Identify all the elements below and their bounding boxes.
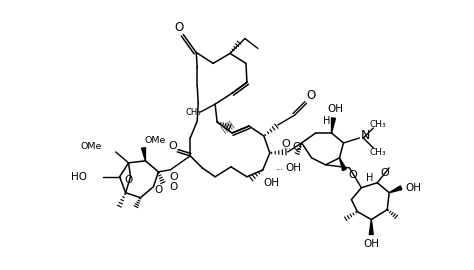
Text: CH₃: CH₃ bbox=[370, 148, 387, 157]
Text: O: O bbox=[282, 139, 290, 149]
Text: OH: OH bbox=[264, 178, 280, 188]
Text: |||||: ||||| bbox=[220, 120, 236, 134]
Text: OH: OH bbox=[328, 104, 344, 114]
Text: H: H bbox=[323, 116, 330, 126]
Text: O: O bbox=[348, 170, 357, 180]
Text: OH: OH bbox=[405, 183, 421, 193]
Polygon shape bbox=[142, 148, 146, 161]
Text: ...: ... bbox=[275, 163, 283, 172]
Text: N: N bbox=[361, 130, 370, 143]
Text: OMe: OMe bbox=[145, 136, 166, 146]
Text: O: O bbox=[306, 89, 315, 102]
Text: O: O bbox=[175, 21, 184, 34]
Polygon shape bbox=[369, 220, 374, 234]
Polygon shape bbox=[331, 118, 336, 133]
Polygon shape bbox=[339, 158, 346, 171]
Text: HO: HO bbox=[71, 172, 87, 182]
Text: CH₃: CH₃ bbox=[370, 120, 387, 129]
Text: H: H bbox=[365, 173, 373, 183]
Text: O: O bbox=[169, 172, 178, 182]
Text: O: O bbox=[169, 182, 177, 192]
Polygon shape bbox=[389, 186, 402, 193]
Text: O: O bbox=[125, 175, 133, 185]
Text: O: O bbox=[293, 142, 301, 152]
Text: CH₃: CH₃ bbox=[186, 108, 201, 117]
Text: OH: OH bbox=[286, 163, 302, 173]
Text: O: O bbox=[381, 168, 390, 178]
Text: O: O bbox=[168, 141, 177, 151]
Text: O: O bbox=[154, 185, 163, 195]
Text: ...: ... bbox=[283, 143, 291, 151]
Text: OMe: OMe bbox=[80, 143, 102, 151]
Text: OH: OH bbox=[363, 239, 379, 249]
